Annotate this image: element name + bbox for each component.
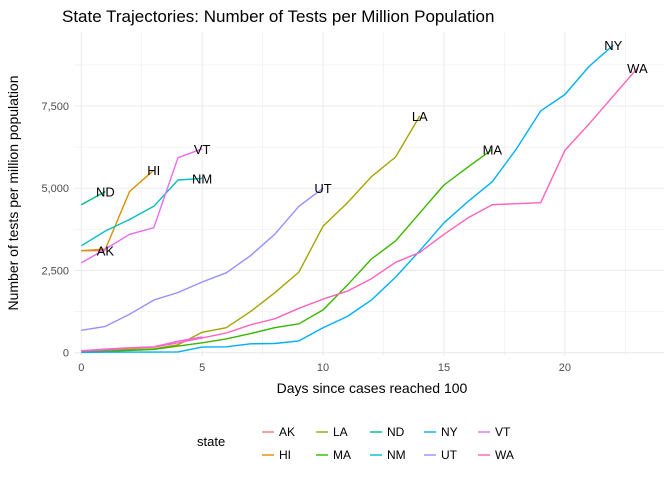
series-end-label-nd: ND: [96, 185, 115, 200]
x-tick-label: 15: [438, 362, 450, 374]
grid: [74, 32, 664, 356]
series-end-labels: AK HI LA MA ND NM NY UT VT WA: [96, 38, 648, 259]
series-end-label-wa: WA: [627, 61, 648, 76]
x-tick-label: 0: [78, 362, 84, 374]
series-end-label-la: LA: [412, 109, 428, 124]
x-tick-label: 5: [199, 362, 205, 374]
legend-label-ak: AK: [279, 425, 295, 439]
series-end-label-ma: MA: [483, 142, 503, 157]
legend-label-wa: WA: [495, 448, 514, 462]
series-line-vt: [80, 148, 203, 264]
series-end-label-hi: HI: [147, 163, 160, 178]
series-end-label-ut: UT: [314, 181, 331, 196]
y-tick-labels: 0 2,500 5,000 7,500: [41, 101, 69, 360]
x-axis-title: Days since cases reached 100: [277, 380, 468, 396]
series-end-label-vt: VT: [194, 142, 211, 157]
legend-label-vt: VT: [495, 425, 511, 439]
series-lines: [80, 44, 638, 354]
y-tick-label: 7,500: [41, 101, 69, 113]
series-line-wa: [81, 67, 638, 352]
legend-label-ut: UT: [441, 448, 458, 462]
legend-label-ny: NY: [441, 425, 458, 439]
legend-label-ma: MA: [333, 448, 351, 462]
legend-label-la: LA: [333, 425, 348, 439]
series-end-label-nm: NM: [192, 171, 212, 186]
legend: AK HI LA MA ND NM NY UT VT WA: [262, 425, 514, 462]
series-end-label-ak: AK: [97, 244, 115, 259]
series-line-nd: [80, 190, 106, 206]
x-tick-label: 10: [317, 362, 329, 374]
y-tick-label: 0: [63, 348, 69, 360]
x-tick-label: 20: [559, 362, 571, 374]
legend-label-hi: HI: [279, 448, 291, 462]
legend-title: state: [197, 434, 225, 449]
y-axis-title: Number of tests per million population: [5, 75, 21, 310]
series-line-nm: [80, 177, 203, 247]
series-line-hi: [81, 169, 155, 252]
chart-title: State Trajectories: Number of Tests per …: [62, 7, 494, 26]
series-end-label-ny: NY: [604, 38, 622, 53]
series-line-ny: [81, 44, 614, 354]
series-line-ma: [81, 148, 493, 353]
legend-label-nm: NM: [387, 448, 406, 462]
legend-label-nd: ND: [387, 425, 405, 439]
y-tick-label: 5,000: [41, 183, 69, 195]
x-tick-labels: 0 5 10 15 20: [78, 362, 571, 374]
series-line-la: [81, 115, 421, 353]
series-line-ut: [81, 187, 324, 331]
y-tick-label: 2,500: [41, 265, 69, 277]
